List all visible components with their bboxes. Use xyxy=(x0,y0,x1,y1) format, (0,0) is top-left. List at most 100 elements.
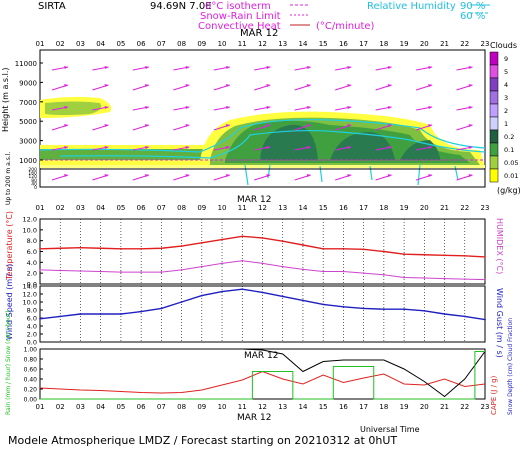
hour-label: 02 xyxy=(56,403,65,411)
hour-label: 21 xyxy=(440,204,449,212)
wind-arrow-head xyxy=(347,146,352,149)
wind-arrow-head xyxy=(468,66,473,69)
wind-arrow-head xyxy=(266,106,271,109)
hour-label: 11 xyxy=(238,204,247,212)
data-point xyxy=(79,246,82,249)
y-tick-label: 4.0 xyxy=(27,323,37,331)
cloud-scale-label: 3 xyxy=(504,94,508,102)
hour-label: 14 xyxy=(298,403,307,411)
cloud-scale-swatch xyxy=(489,116,499,131)
hour-label: 12 xyxy=(258,204,267,212)
data-point xyxy=(261,291,264,294)
wind-arrow-head xyxy=(266,174,271,177)
data-point xyxy=(342,247,345,250)
data-point xyxy=(403,308,405,311)
wind-arrow-head xyxy=(387,124,392,127)
wind-series xyxy=(39,288,486,321)
date-label-bottom: MAR 12 xyxy=(237,413,272,423)
data-point xyxy=(200,294,203,297)
wind-arrow-head xyxy=(387,66,392,69)
hour-label: 17 xyxy=(359,204,368,212)
lowlevel-tick-label: 160 xyxy=(28,171,37,177)
wind-arrow-head xyxy=(225,146,230,149)
wind-arrow-head xyxy=(468,124,473,127)
height-tick-label: 5000 xyxy=(19,118,37,126)
lowlevel-tick-label: 80 xyxy=(31,178,37,184)
hour-label: 16 xyxy=(339,204,348,212)
wind-arrow-head xyxy=(428,106,433,109)
data-point xyxy=(39,269,41,271)
data-point xyxy=(423,277,426,279)
y-tick-label: 12.0 xyxy=(23,216,37,224)
wind-arrow-head xyxy=(64,174,68,177)
hour-label: 21 xyxy=(440,403,449,411)
data-point xyxy=(322,270,325,273)
data-point xyxy=(463,315,466,318)
wind-arrow-head xyxy=(104,146,109,149)
wind-arrow-head xyxy=(144,84,149,87)
hour-label: 11 xyxy=(238,403,247,411)
data-point xyxy=(484,278,486,281)
wind-arrow-head xyxy=(64,106,68,109)
wind-arrow-head xyxy=(428,146,433,149)
cloud-scale-swatch xyxy=(489,90,499,105)
hour-label: 01 xyxy=(36,40,45,48)
hour-label: 23 xyxy=(481,403,490,411)
data-point xyxy=(99,313,102,315)
wind-arrow-head xyxy=(185,84,190,87)
y-tick-label: 0.60 xyxy=(24,367,38,374)
cloud-scale-title: Clouds xyxy=(490,41,517,50)
cloud-scale-label: 5 xyxy=(504,68,508,76)
data-point xyxy=(443,277,446,280)
y-tick-label: 6.0 xyxy=(27,248,37,256)
data-point xyxy=(403,276,405,279)
cloud-scale-label: 9 xyxy=(504,55,508,63)
data-point xyxy=(261,262,264,265)
wind-arrow-head xyxy=(306,146,311,149)
hour-label: 18 xyxy=(379,40,388,48)
legend-rh-60: 60 % xyxy=(460,11,485,22)
data-point xyxy=(59,247,62,250)
cloud-scale-swatch xyxy=(489,168,499,183)
hour-label: 13 xyxy=(278,40,287,48)
date-label-mid: MAR 12 xyxy=(237,195,272,205)
y-tick-label: 2.0 xyxy=(27,270,37,278)
hour-label: 07 xyxy=(157,40,166,48)
hour-label: 10 xyxy=(218,403,227,411)
cloud-fill xyxy=(40,96,485,168)
cloud-scale-label: 4 xyxy=(504,81,508,89)
hour-label: 04 xyxy=(96,40,105,48)
humidex-axis-label: HUMIDEX (°C) xyxy=(495,218,504,274)
hour-label: 15 xyxy=(319,403,328,411)
y-tick-label: 12.0 xyxy=(23,291,37,299)
data-point xyxy=(443,254,446,257)
data-point xyxy=(59,315,62,318)
data-point xyxy=(362,272,365,275)
wind-arrow-head xyxy=(468,146,473,149)
precip-panel: MAR 12 1.00 0.80 0.60 0.40 0.20 0.00 Rain (mm… xyxy=(5,311,514,415)
cloud-scale-swatch xyxy=(489,51,499,66)
data-point xyxy=(140,271,143,273)
hour-label: 09 xyxy=(197,403,206,411)
hour-label: 18 xyxy=(379,403,388,411)
data-point xyxy=(221,290,223,293)
universal-time-label: Universal Time xyxy=(360,425,420,434)
height-tick-label: 9000 xyxy=(19,79,37,87)
data-point xyxy=(261,237,264,239)
data-point xyxy=(423,253,426,256)
hour-label: 12 xyxy=(258,403,267,411)
cloud-scale-label: 0.1 xyxy=(504,146,514,154)
wind-arrow-head xyxy=(347,174,352,177)
wind-arrow-head xyxy=(468,106,473,109)
wind-arrow-head xyxy=(306,66,311,69)
wind-arrow-head xyxy=(347,84,352,87)
data-point xyxy=(342,305,345,308)
data-point xyxy=(160,271,163,273)
wind-arrow-head xyxy=(64,146,68,149)
data-point xyxy=(241,288,244,291)
hour-label: 13 xyxy=(278,403,287,411)
data-point xyxy=(382,273,385,276)
cloud-scale-swatch xyxy=(489,64,499,79)
wind-arrow-head xyxy=(266,66,271,69)
